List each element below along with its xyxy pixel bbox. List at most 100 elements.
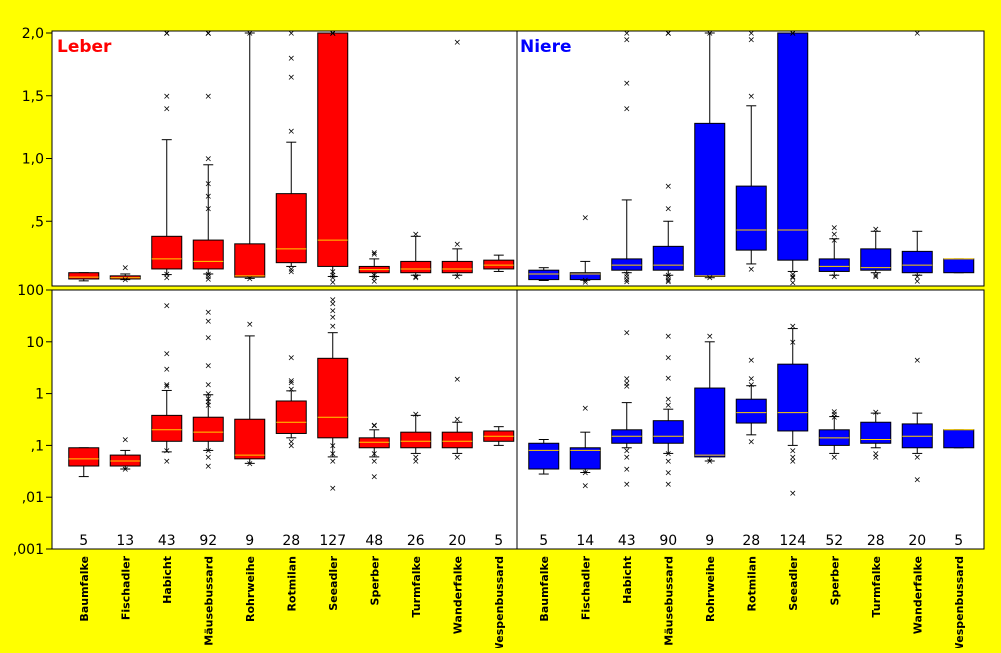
outlier-point: × [706,274,714,284]
outlier-point: × [163,365,171,375]
outlier-point: × [453,38,461,48]
y-tick-label-bottom: ,01 [22,490,44,506]
box [569,272,601,281]
category-label: Wespenbussard [953,556,966,648]
outlier-point: × [287,385,295,395]
count-label: 124 [779,533,806,549]
plot-area-top [52,31,984,286]
box [441,431,473,449]
box [652,420,684,444]
count-label: 5 [954,533,963,549]
panel-title-niere: Niere [520,37,572,57]
outlier-point: × [370,249,378,259]
box [818,258,850,272]
box [358,437,390,449]
outlier-point: × [204,317,212,327]
outlier-point: × [204,92,212,102]
outlier-point: × [370,250,378,260]
outlier-point: × [664,29,672,39]
outlier-point: × [370,473,378,483]
outlier-point: × [664,480,672,490]
outlier-point: × [329,29,337,39]
outlier-point: × [830,413,838,423]
y-tick-label-top: ,5 [31,214,44,230]
box [943,429,975,449]
box [317,32,349,267]
box [860,248,892,271]
outlier-point: × [287,54,295,64]
category-label: Sperber [828,555,841,605]
count-label: 90 [659,533,677,549]
box [400,260,432,274]
category-label: Fischadler [119,555,132,620]
box [901,250,933,274]
outlier-point: × [329,296,337,306]
outlier-point: × [204,446,212,456]
box [234,243,266,278]
outlier-point: × [664,353,672,363]
box [68,272,100,280]
box [528,269,560,281]
outlier-point: × [204,29,212,39]
outlier-point: × [412,457,420,467]
outlier-point: × [204,270,212,280]
outlier-point: × [204,462,212,472]
outlier-point: × [872,453,880,463]
outlier-point: × [789,457,797,467]
box [777,32,809,261]
category-label: Wespenbussard [493,556,506,648]
box [694,387,726,458]
outlier-point: × [664,468,672,478]
outlier-point: × [789,453,797,463]
outlier-point: × [789,274,797,284]
outlier-point: × [329,322,337,332]
outlier-point: × [246,320,254,330]
outlier-point: × [329,274,337,284]
count-label: 14 [576,533,594,549]
outlier-point: × [664,29,672,39]
box [275,400,307,434]
outlier-point: × [913,475,921,485]
category-label: Mäusebussard [662,556,675,646]
outlier-point: × [329,29,337,39]
outlier-point: × [204,155,212,165]
category-label: Rotmilan [285,556,298,612]
outlier-point: × [246,274,254,284]
outlier-point: × [329,484,337,494]
outlier-point: × [872,272,880,282]
outlier-point: × [623,480,631,490]
outlier-point: × [121,435,129,445]
outlier-point: × [664,278,672,288]
outlier-point: × [664,401,672,411]
outlier-point: × [329,271,337,281]
outlier-point: × [412,272,420,282]
box [151,235,183,270]
outlier-point: × [830,230,838,240]
outlier-point: × [163,29,171,39]
outlier-point: × [581,213,589,223]
outlier-point: × [287,73,295,83]
y-tick-label-top: 1,5 [22,89,44,105]
outlier-point: × [329,457,337,467]
outlier-point: × [830,410,838,420]
plot-area-bottom [52,290,984,549]
category-label: Rohrweihe [704,556,717,622]
count-label: 92 [199,533,217,549]
outlier-point: × [370,449,378,459]
outlier-point: × [706,332,714,342]
outlier-point: × [163,92,171,102]
outlier-point: × [789,489,797,499]
category-label: Turmfalke [410,556,423,617]
category-label: Habicht [621,556,634,604]
outlier-point: × [581,404,589,414]
outlier-point: × [623,382,631,392]
outlier-point: × [204,334,212,344]
outlier-point: × [453,240,461,250]
count-label: 20 [448,533,466,549]
outlier-point: × [623,29,631,39]
box [441,260,473,274]
outlier-point: × [163,274,171,284]
category-label: Seeadler [787,555,800,610]
outlier-point: × [913,29,921,39]
